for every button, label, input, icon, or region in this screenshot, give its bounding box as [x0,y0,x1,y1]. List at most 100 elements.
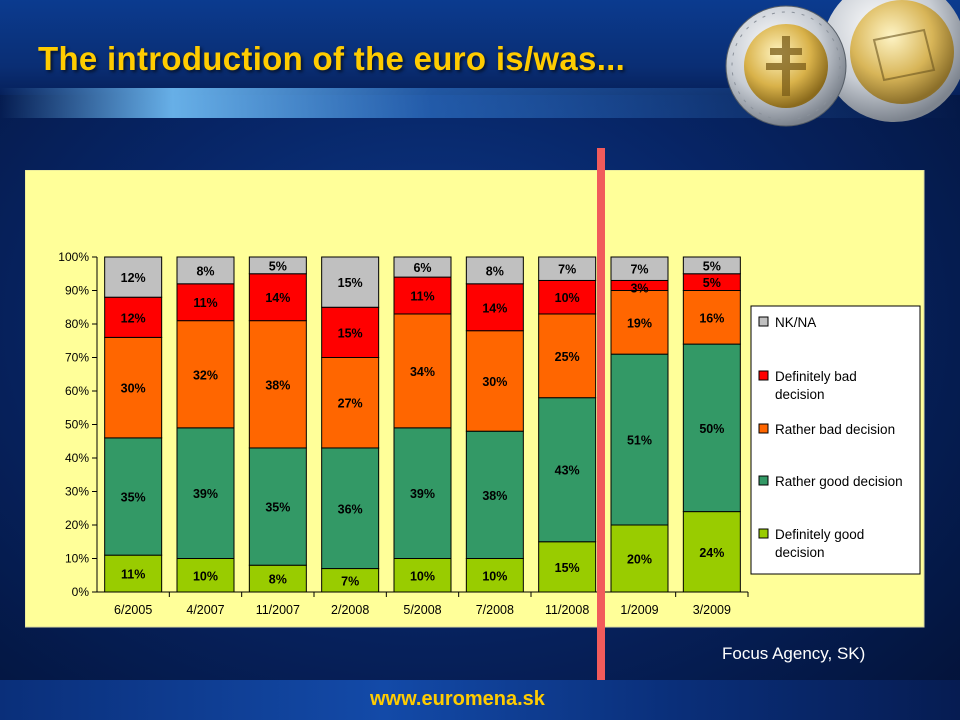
data-label: 39% [193,487,218,501]
bar-segment [538,541,597,593]
bar-segment [321,357,380,449]
bar-segment [682,256,741,275]
data-label: 34% [410,365,435,379]
legend-box [750,305,921,575]
bar-segment [538,256,597,281]
data-label: 19% [627,316,652,330]
data-label: 5% [703,259,721,273]
data-label: 3% [630,281,648,295]
y-tick-label: 70% [65,351,89,365]
data-label: 8% [486,264,504,278]
y-tick-label: 80% [65,317,89,331]
data-label: 11% [410,290,434,304]
data-label: 51% [627,434,652,448]
data-label: 8% [269,573,287,587]
y-tick-label: 100% [58,250,89,264]
y-tick-label: 20% [65,518,89,532]
data-label: 14% [482,301,507,315]
data-label: 14% [265,291,290,305]
bar-segment [248,447,307,566]
legend: NK/NA Definitely bad decision Rather bad de… [750,305,921,575]
bar-segment [248,320,307,449]
legend-swatch [758,316,769,327]
data-label: 38% [265,378,290,392]
x-tick-label: 1/2009 [620,603,658,617]
legend-swatch [758,370,769,381]
source-note: Focus Agency, SK) [722,644,866,663]
legend-label: NK/NA [775,315,816,330]
data-label: 30% [482,375,507,389]
bar-segment [682,343,741,513]
y-tick-label: 60% [65,384,89,398]
bar-segment [104,437,163,556]
data-label: 12% [121,271,146,285]
y-tick-label: 90% [65,284,89,298]
x-tick-label: 11/2007 [256,603,300,617]
data-label: 11% [121,568,145,582]
data-label: 35% [265,501,290,515]
bar-segment [321,256,380,308]
bar-segment [104,336,163,439]
bar-segment [393,313,452,429]
data-label: 16% [699,311,724,325]
data-label: 35% [121,491,146,505]
bar-segment [176,320,235,429]
legend-label: decision [775,387,825,402]
data-label: 10% [410,569,435,583]
data-label: 10% [482,569,507,583]
data-label: 50% [699,422,724,436]
bar-segment [393,256,452,278]
data-label: 15% [338,326,363,340]
data-label: 7% [630,263,648,277]
x-tick-label: 4/2007 [186,603,224,617]
data-label: 43% [555,464,580,478]
legend-label: Rather bad decision [775,422,895,437]
data-label: 11% [193,296,217,310]
legend-swatch [758,423,769,434]
bar-segment [682,511,741,593]
x-tick-label: 3/2009 [693,603,731,617]
one-euro-coin [822,0,960,122]
data-label: 7% [558,263,576,277]
footer-url-link[interactable]: www.euromena.sk [370,688,545,710]
bar-segment [465,283,524,332]
bar-segment [393,276,452,315]
data-label: 39% [410,487,435,501]
legend-label: Definitely good [775,527,864,542]
x-tick-label: 5/2008 [403,603,441,617]
data-label: 27% [338,397,363,411]
x-tick-label: 2/2008 [331,603,369,617]
data-label: 25% [555,350,580,364]
data-label: 15% [338,276,363,290]
data-label: 6% [413,261,431,275]
bar-segment [538,397,597,543]
y-tick-label: 30% [65,485,89,499]
legend-swatch [758,528,769,539]
bar-segment [610,353,669,526]
bar-segment [538,279,597,315]
bar-segment [176,427,235,559]
y-tick-label: 10% [65,552,89,566]
two-euro-coin [725,5,847,127]
x-tick-label: 7/2008 [476,603,514,617]
data-label: 32% [193,368,218,382]
legend-label: Definitely bad [775,369,857,384]
euro-coins-image [725,0,960,127]
data-label: 7% [341,574,359,588]
bars: 11% 35% 30% 12% 12% 10% 39% 32% 11% 8% 8% 35% 38% 14%… [104,256,741,593]
bar-segment [393,558,452,593]
bar-segment [610,256,669,281]
data-label: 30% [121,382,146,396]
axes: 0% 10% 20% 30% 40% 50% 60% 70% 80% 90% 100% 6/2005 4… [58,250,749,617]
x-tick-label: 11/2008 [545,603,589,617]
bar-segment [321,447,380,570]
legend-swatch [758,475,769,486]
data-label: 10% [193,569,218,583]
slide-footer [0,680,960,720]
data-label: 15% [555,561,580,575]
y-tick-label: 40% [65,451,89,465]
stacked-bar-chart: 11% 35% 30% 12% 12% 10% 39% 32% 11% 8% 8% 35% 38% 14%… [25,170,925,628]
data-label: 38% [482,489,507,503]
data-label: 5% [269,259,287,273]
data-label: 10% [555,291,580,305]
